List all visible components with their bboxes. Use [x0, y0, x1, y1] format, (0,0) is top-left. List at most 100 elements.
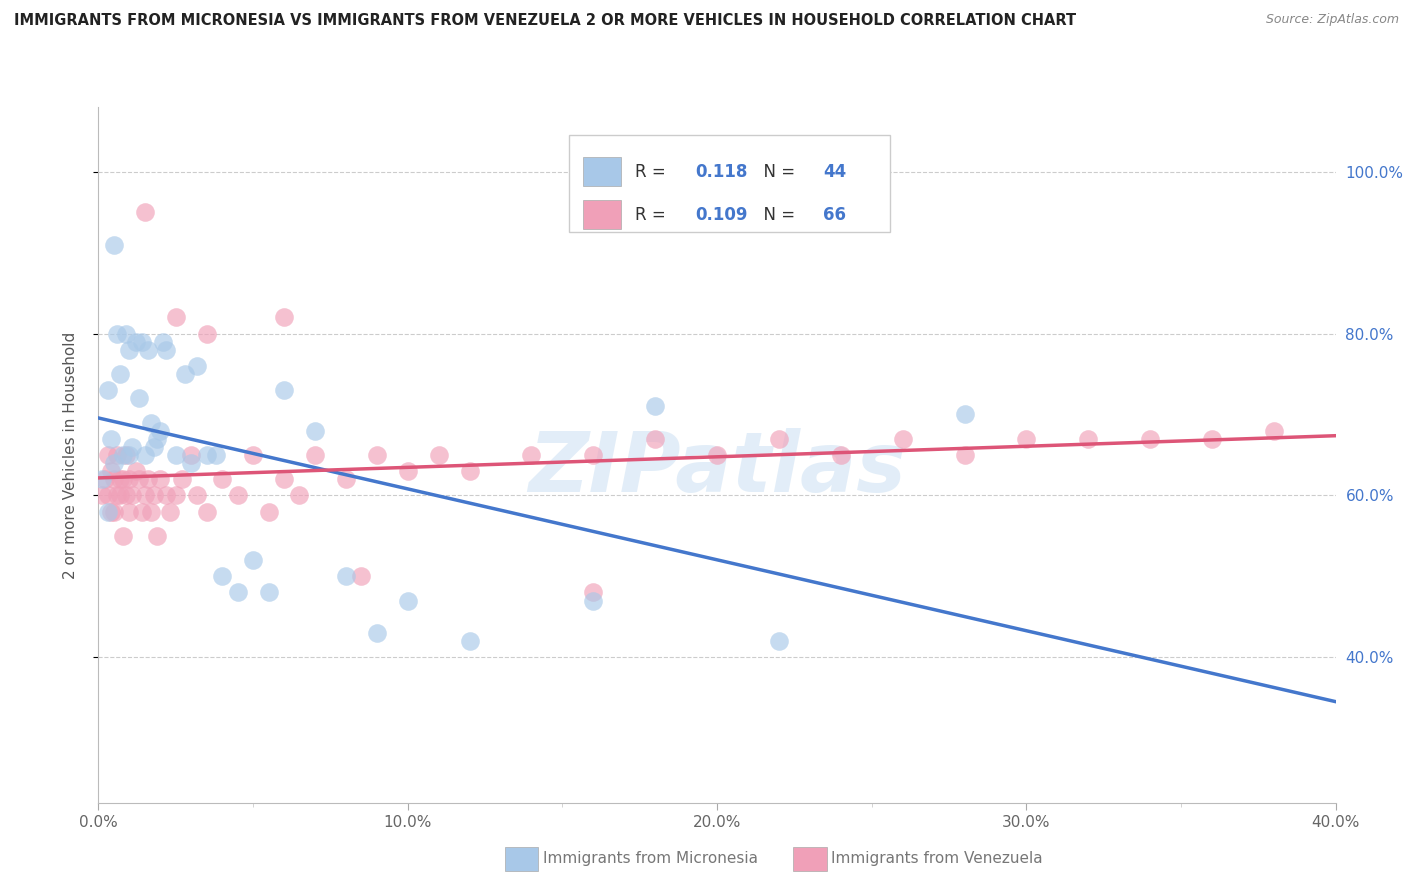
- Point: [108, 488, 131, 502]
- Point: [242, 448, 264, 462]
- Text: 66: 66: [824, 206, 846, 224]
- Point: [131, 504, 153, 518]
- Point: [143, 488, 166, 502]
- Point: [100, 504, 122, 518]
- Point: [112, 472, 135, 486]
- Text: Source: ZipAtlas.com: Source: ZipAtlas.com: [1265, 13, 1399, 27]
- Point: [97, 448, 120, 462]
- Point: [1077, 432, 1099, 446]
- Point: [242, 553, 264, 567]
- Point: [136, 343, 159, 357]
- Point: [174, 367, 197, 381]
- Point: [131, 334, 153, 349]
- Point: [195, 504, 218, 518]
- Point: [128, 392, 150, 406]
- Text: 44: 44: [824, 163, 846, 181]
- Point: [136, 472, 159, 486]
- Text: R =: R =: [636, 206, 672, 224]
- Point: [159, 504, 181, 518]
- Point: [134, 488, 156, 502]
- Point: [1015, 432, 1038, 446]
- Point: [427, 448, 450, 462]
- Point: [211, 569, 233, 583]
- Point: [115, 488, 138, 502]
- Point: [97, 488, 120, 502]
- Point: [1139, 432, 1161, 446]
- Point: [149, 472, 172, 486]
- Text: IMMIGRANTS FROM MICRONESIA VS IMMIGRANTS FROM VENEZUELA 2 OR MORE VEHICLES IN HO: IMMIGRANTS FROM MICRONESIA VS IMMIGRANTS…: [14, 13, 1076, 29]
- Point: [830, 448, 852, 462]
- Point: [97, 504, 120, 518]
- Point: [288, 488, 311, 502]
- Point: [335, 472, 357, 486]
- Text: N =: N =: [754, 206, 800, 224]
- Text: 0.118: 0.118: [695, 163, 747, 181]
- Point: [582, 585, 605, 599]
- Point: [103, 237, 125, 252]
- Point: [644, 400, 666, 414]
- Point: [118, 448, 141, 462]
- Point: [121, 488, 143, 502]
- Point: [458, 464, 481, 478]
- Point: [152, 334, 174, 349]
- Point: [644, 432, 666, 446]
- Point: [97, 383, 120, 397]
- Point: [118, 504, 141, 518]
- Text: Immigrants from Venezuela: Immigrants from Venezuela: [831, 852, 1043, 866]
- Point: [103, 456, 125, 470]
- Point: [112, 529, 135, 543]
- Point: [139, 416, 162, 430]
- FancyBboxPatch shape: [583, 200, 620, 229]
- Point: [891, 432, 914, 446]
- Point: [103, 472, 125, 486]
- Point: [582, 448, 605, 462]
- Point: [155, 488, 177, 502]
- Point: [768, 432, 790, 446]
- Point: [93, 472, 115, 486]
- Point: [396, 464, 419, 478]
- Point: [103, 504, 125, 518]
- Point: [115, 326, 138, 341]
- Point: [155, 343, 177, 357]
- Point: [105, 448, 128, 462]
- Point: [146, 529, 169, 543]
- Point: [170, 472, 193, 486]
- Point: [146, 432, 169, 446]
- Point: [165, 310, 187, 325]
- Point: [105, 326, 128, 341]
- Point: [211, 472, 233, 486]
- Point: [520, 448, 543, 462]
- FancyBboxPatch shape: [583, 157, 620, 186]
- Point: [1263, 424, 1285, 438]
- Point: [273, 383, 295, 397]
- Point: [257, 504, 280, 518]
- Point: [180, 448, 202, 462]
- Point: [226, 488, 249, 502]
- Point: [165, 448, 187, 462]
- Point: [205, 448, 228, 462]
- Point: [139, 504, 162, 518]
- Point: [121, 440, 143, 454]
- Point: [273, 310, 295, 325]
- Point: [366, 626, 388, 640]
- Text: Immigrants from Micronesia: Immigrants from Micronesia: [543, 852, 758, 866]
- Point: [582, 593, 605, 607]
- Point: [195, 326, 218, 341]
- Point: [105, 488, 128, 502]
- Point: [149, 424, 172, 438]
- Point: [304, 448, 326, 462]
- Text: ZIPatlas: ZIPatlas: [529, 428, 905, 509]
- Text: 0.109: 0.109: [695, 206, 747, 224]
- Point: [1201, 432, 1223, 446]
- Point: [304, 424, 326, 438]
- Point: [396, 593, 419, 607]
- Point: [115, 448, 138, 462]
- Point: [143, 440, 166, 454]
- Point: [165, 488, 187, 502]
- Point: [953, 448, 976, 462]
- Point: [953, 408, 976, 422]
- Point: [180, 456, 202, 470]
- Text: R =: R =: [636, 163, 672, 181]
- Point: [226, 585, 249, 599]
- Point: [195, 448, 218, 462]
